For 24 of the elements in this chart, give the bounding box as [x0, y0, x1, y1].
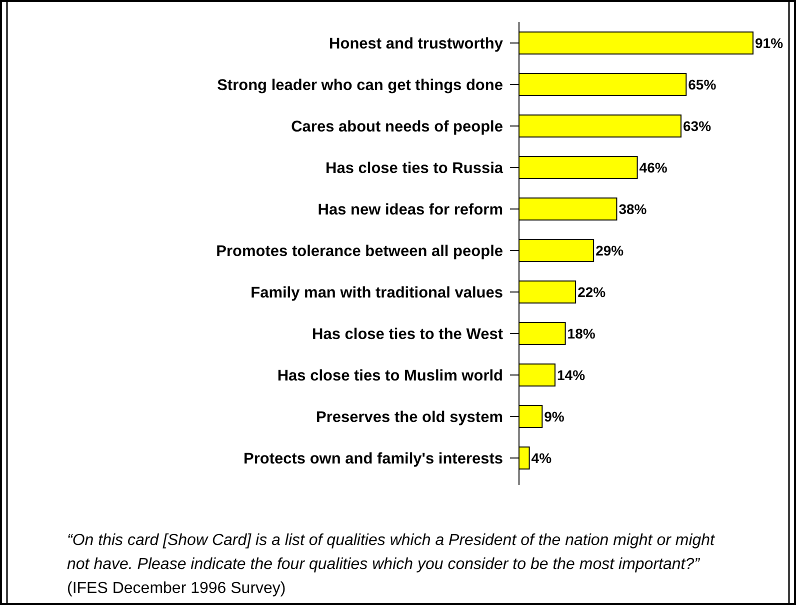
data-label: 91%: [755, 34, 784, 51]
data-label: 38%: [618, 200, 648, 217]
data-label: 4%: [531, 450, 552, 466]
data-label: 14%: [557, 366, 586, 383]
y-tick-label: Has close ties to Russia: [326, 160, 504, 177]
data-label: 46%: [639, 159, 668, 176]
y-tick-label: Preserves the old system: [316, 408, 503, 426]
data-label: 9%: [544, 408, 565, 424]
y-tick-label: Strong leader who can get things done: [217, 76, 504, 94]
data-label: 29%: [596, 242, 624, 258]
data-label: 22%: [578, 284, 606, 300]
y-tick-label: Promotes tolerance between all people: [216, 242, 504, 260]
y-tick-label: Protects own and family's interests: [243, 450, 503, 468]
y-tick-label: Honest and trustworthy: [329, 35, 504, 52]
y-tick-label: Family man with traditional values: [250, 284, 503, 302]
text: (IFES December 1996 Survey): [67, 580, 286, 597]
data-label: 18%: [567, 325, 596, 342]
data-label: 63%: [683, 118, 712, 134]
y-tick-label: Cares about needs of people: [291, 118, 504, 136]
data-label: 65%: [688, 76, 717, 92]
y-tick-label: Has close ties to Muslim world: [277, 367, 503, 384]
y-tick-label: Has new ideas for reform: [318, 201, 503, 218]
text: “On this card [Show Card] is a list of qualities which a President of the nation might or might not have. Please indicate the four qualities which you consider to be the most important?”: [67, 532, 714, 573]
y-tick-label: Has close ties to the West: [312, 326, 503, 343]
